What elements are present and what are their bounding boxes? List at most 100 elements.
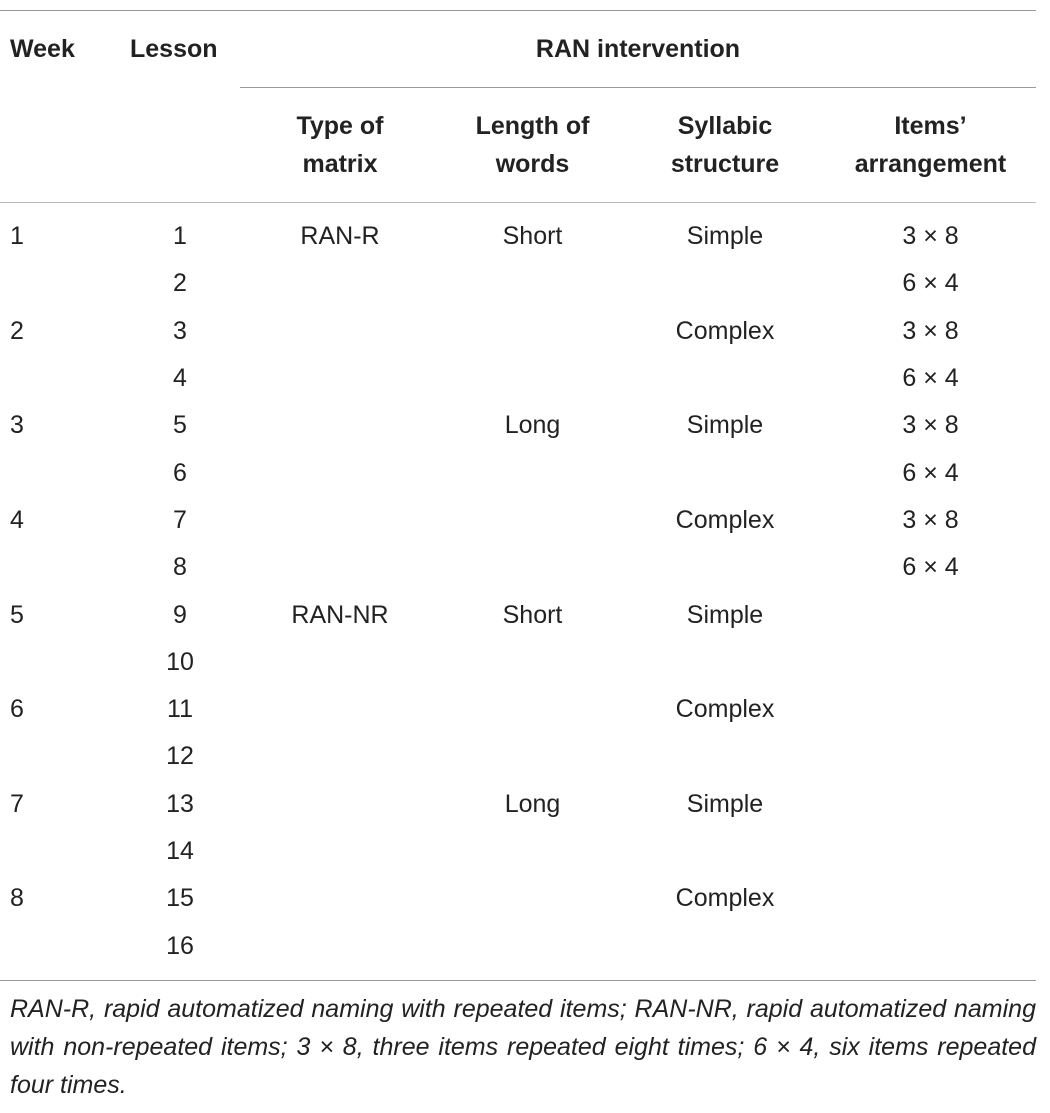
cell-length-of-words [440,828,625,875]
cell-items-arrangement [825,781,1036,828]
header-length-line1: Length of [475,112,590,140]
header-length-of-words: Length of words [440,87,625,203]
cell-lesson: 7 [173,505,187,534]
table-row: 7 13 Long Simple [0,781,1036,828]
cell-type-of-matrix [240,544,440,591]
cell-week: 3 [10,411,24,440]
table-footnote: RAN-R, rapid automatized naming with rep… [10,995,1036,1099]
cell-type-of-matrix [240,733,440,780]
header-syllabic-line2: structure [670,150,780,178]
cell-lesson: 12 [166,742,194,771]
table-row: 16 [0,922,1036,981]
cell-lesson: 10 [166,647,194,676]
cell-syllabic-structure [625,449,825,496]
table-row: 10 [0,639,1036,686]
cell-lesson: 15 [166,884,194,913]
cell-week [0,828,120,875]
table-row: 5 9 RAN-NR Short Simple [0,591,1036,638]
table-row: 8 6 × 4 [0,544,1036,591]
cell-items-arrangement [825,828,1036,875]
cell-syllabic-structure: Complex [675,695,775,724]
cell-week [0,922,120,981]
cell-type-of-matrix [240,449,440,496]
header-row-top: Week Lesson RAN intervention [0,10,1036,88]
table-row: 2 6 × 4 [0,260,1036,307]
cell-items-arrangement [825,686,1036,733]
table-row: 1 1 RAN-R Short Simple 3 × 8 [0,203,1036,261]
cell-lesson: 13 [166,789,194,818]
cell-type-of-matrix [240,686,440,733]
cell-type-of-matrix [240,781,440,828]
cell-lesson: 3 [173,316,187,345]
cell-items-arrangement [825,875,1036,922]
cell-items-arrangement: 6 × 4 [902,364,959,393]
header-week: Week [0,10,120,88]
cell-length-of-words [440,639,625,686]
header-items-arrangement: Items’ arrangement [825,87,1036,203]
cell-length-of-words [440,308,625,355]
cell-syllabic-structure [625,355,825,402]
header-type-line2: matrix [302,150,378,178]
header-syllabic-line1: Syllabic [677,112,773,140]
cell-items-arrangement: 3 × 8 [902,411,959,440]
cell-length-of-words [440,449,625,496]
cell-length-of-words [440,544,625,591]
cell-lesson: 14 [166,837,194,865]
table-row: 3 5 Long Simple 3 × 8 [0,402,1036,449]
cell-items-arrangement: 6 × 4 [902,269,959,298]
cell-syllabic-structure: Simple [686,411,764,440]
ran-intervention-table: Week Lesson RAN intervention Type of mat… [0,10,1036,981]
cell-syllabic-structure [625,733,825,780]
cell-week [0,355,120,402]
header-lesson: Lesson [120,10,240,88]
table-row: 4 7 Complex 3 × 8 [0,497,1036,544]
cell-syllabic-structure [625,544,825,591]
header-type-line1: Type of [296,112,384,140]
header-blank-week [0,87,120,203]
cell-syllabic-structure: Complex [675,884,775,913]
cell-lesson: 2 [173,269,187,298]
cell-week: 2 [10,316,24,345]
cell-length-of-words: Short [502,222,563,251]
cell-type-of-matrix [240,308,440,355]
table-row: 4 6 × 4 [0,355,1036,402]
cell-lesson: 5 [173,411,187,440]
header-ran-intervention: RAN intervention [240,10,1036,88]
cell-lesson: 1 [173,222,187,251]
header-blank-lesson [120,87,240,203]
cell-length-of-words: Long [504,789,561,818]
table-row: 6 6 × 4 [0,449,1036,496]
cell-length-of-words: Short [502,600,563,629]
cell-length-of-words [440,922,625,981]
cell-length-of-words [440,686,625,733]
cell-week [0,639,120,686]
cell-type-of-matrix [240,497,440,544]
cell-lesson: 4 [173,364,187,393]
header-items-line2: arrangement [854,150,1007,178]
cell-lesson: 9 [173,600,187,629]
cell-syllabic-structure [625,639,825,686]
cell-type-of-matrix [240,402,440,449]
cell-week: 6 [10,695,24,724]
cell-week: 5 [10,600,24,629]
cell-type-of-matrix [240,875,440,922]
cell-week: 4 [10,505,24,534]
cell-type-of-matrix: RAN-R [300,222,380,251]
cell-length-of-words [440,497,625,544]
cell-items-arrangement: 3 × 8 [902,222,959,251]
table-header: Week Lesson RAN intervention Type of mat… [0,10,1036,203]
cell-items-arrangement [825,922,1036,981]
cell-week [0,733,120,780]
cell-week: 7 [10,789,24,818]
cell-lesson: 8 [173,553,187,582]
cell-items-arrangement: 6 × 4 [902,553,959,582]
cell-week [0,449,120,496]
header-type-of-matrix: Type of matrix [240,87,440,203]
cell-length-of-words [440,355,625,402]
table-row: 8 15 Complex [0,875,1036,922]
cell-items-arrangement [825,591,1036,638]
header-length-line2: words [495,150,570,178]
table-row: 2 3 Complex 3 × 8 [0,308,1036,355]
cell-type-of-matrix [240,260,440,307]
